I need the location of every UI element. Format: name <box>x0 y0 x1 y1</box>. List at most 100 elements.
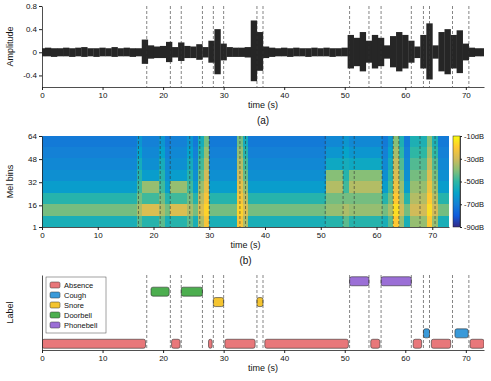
heatmap-cell <box>404 215 410 227</box>
heatmap-cell <box>198 181 204 193</box>
tick: 0 <box>33 48 42 57</box>
event-boundary <box>423 275 424 350</box>
heatmap-cell <box>142 136 159 147</box>
legend-swatch <box>50 322 60 328</box>
tick: 60 <box>373 227 382 240</box>
event-boundary <box>170 6 171 87</box>
legend-label: Absence <box>64 281 93 290</box>
tick-label: 16 <box>28 201 37 210</box>
heatmap-cell <box>204 215 210 227</box>
waveform-envelope <box>172 47 178 57</box>
tick-label: 40 <box>280 91 289 100</box>
event-boundary <box>239 136 240 227</box>
waveform-envelope <box>148 45 154 58</box>
legend-label: Cough <box>64 291 86 300</box>
tick-label: 20 <box>159 91 168 100</box>
event-boundary <box>202 275 203 350</box>
heatmap-cell <box>204 158 210 170</box>
waveform-envelope <box>444 29 450 74</box>
heatmap-cell <box>438 169 449 181</box>
heatmap-cell <box>438 136 449 147</box>
waveform-envelope <box>166 42 172 62</box>
waveform-envelope <box>51 48 57 57</box>
tick-label: 60 <box>373 231 382 240</box>
event-boundary <box>349 6 350 87</box>
heatmap-cell <box>248 181 326 193</box>
label-segment <box>423 329 429 338</box>
heatmap-cell <box>193 136 199 147</box>
tick: 0.8 <box>26 2 42 11</box>
event-boundary <box>411 6 412 87</box>
tick: 10 <box>99 350 108 363</box>
waveform-envelope <box>432 45 438 58</box>
legend-label: Snore <box>64 301 84 310</box>
waveform-envelope <box>75 48 81 57</box>
waveform-envelope <box>390 36 396 67</box>
heatmap-cell <box>410 181 427 193</box>
event-boundary <box>354 136 355 227</box>
event-boundary <box>393 136 394 227</box>
event-boundary <box>170 275 171 350</box>
tick: 40 <box>261 227 270 240</box>
label-segment <box>181 287 202 296</box>
heatmap-cell <box>170 146 187 158</box>
heatmap-cell <box>165 136 171 147</box>
heatmap-cell <box>142 215 159 227</box>
heatmap-cell <box>142 181 159 193</box>
tick-label: 32 <box>28 178 37 187</box>
heatmap-cell <box>382 192 388 204</box>
plot-area <box>42 6 484 87</box>
heatmap-cell <box>165 192 171 204</box>
waveform-envelope <box>245 47 251 57</box>
tick-mark <box>460 159 462 160</box>
tick-label: -10dB <box>464 132 484 141</box>
heatmap-cell <box>427 146 433 158</box>
heatmap-cell <box>193 192 199 204</box>
heatmap-cell <box>42 158 137 170</box>
event-boundary <box>189 136 190 227</box>
tick-mark <box>377 227 378 230</box>
y-axis-title: Amplitude <box>5 26 15 66</box>
heatmap-cell <box>137 215 143 227</box>
label-segment <box>350 277 369 286</box>
tick: 30 <box>220 350 229 363</box>
tick: 30 <box>220 87 229 100</box>
heatmap-cell <box>388 146 394 158</box>
heatmap-cell <box>382 169 388 181</box>
waveform-envelope <box>160 46 166 58</box>
heatmap-cell <box>399 215 405 227</box>
heatmap-cell <box>388 215 394 227</box>
colorbar-axis: -10dB-30dB-50dB-70dB-90dB <box>460 132 484 232</box>
tick: -30dB <box>460 155 484 164</box>
tick-mark <box>460 182 462 183</box>
heatmap-cell <box>209 181 237 193</box>
event-boundary <box>213 6 214 87</box>
x-axis-title: time (s) <box>248 363 278 373</box>
heatmap-cell <box>349 158 383 170</box>
axis-line <box>42 276 43 351</box>
caption: (a) <box>257 115 269 126</box>
tick-mark <box>284 350 285 353</box>
heatmap-cell <box>393 158 399 170</box>
event-boundary <box>256 275 257 350</box>
axis-line <box>42 137 43 228</box>
heatmap-cell <box>343 181 349 193</box>
heatmap-cell <box>399 181 405 193</box>
y-axis-title: Label <box>5 301 15 323</box>
tick-mark <box>345 87 346 90</box>
tick-mark <box>405 350 406 353</box>
waveform-envelope <box>354 38 360 66</box>
waveform-envelope <box>45 48 51 57</box>
axis-line <box>43 350 485 351</box>
waveform-envelope <box>227 47 233 57</box>
heatmap-cell <box>393 136 399 147</box>
heatmap-cell <box>142 169 159 181</box>
tick: 48 <box>28 155 42 164</box>
waveform-envelope <box>475 48 481 56</box>
heatmap-cell <box>170 181 187 193</box>
tick-mark <box>39 159 42 160</box>
tick-label: 10 <box>99 91 108 100</box>
heatmap-cell <box>432 204 438 216</box>
caption: (b) <box>239 255 251 266</box>
label-segment <box>209 339 213 348</box>
